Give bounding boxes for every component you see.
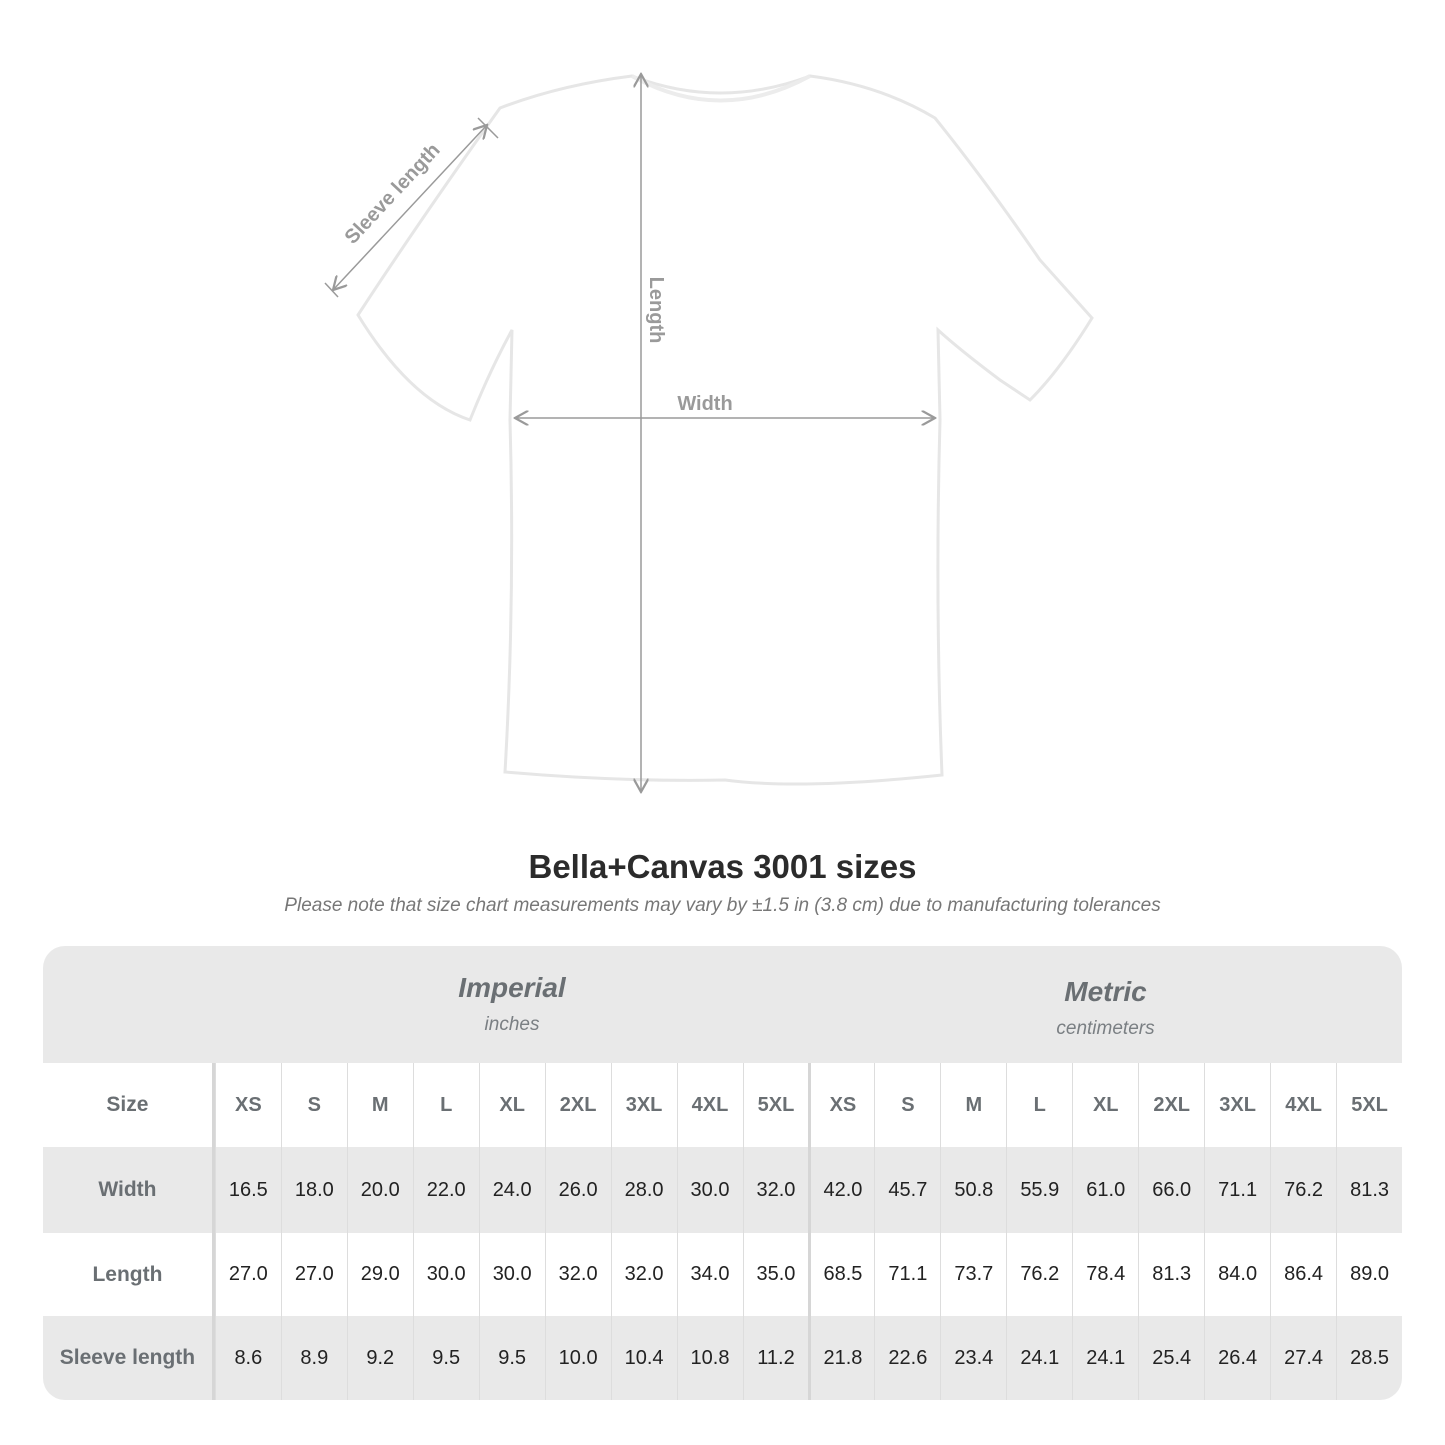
- imperial-value: 30.0: [478, 1233, 545, 1316]
- size-metric-3xl: 3XL: [1204, 1063, 1270, 1147]
- imperial-value: 30.0: [676, 1147, 743, 1233]
- metric-unit: centimeters: [1056, 1018, 1155, 1039]
- size-metric-l: L: [1006, 1063, 1072, 1147]
- size-metric-xs: XS: [808, 1063, 874, 1147]
- imperial-value: 9.2: [346, 1316, 413, 1400]
- metric-value: 68.5: [808, 1233, 874, 1316]
- size-imperial-s: S: [280, 1063, 347, 1147]
- size-metric-5xl: 5XL: [1336, 1063, 1402, 1147]
- size-label: Size: [43, 1063, 215, 1147]
- table-row-length: Length 27.0 27.0 29.0 30.0 30.0 32.0 32.0 34.0 35…: [43, 1233, 1402, 1316]
- imperial-value: 32.0: [742, 1147, 809, 1233]
- size-header-row: Size XS S M L XL 2XL 3XL 4XL 5XL XS S M L XL 2XL 3XL 4XL 5…: [43, 1063, 1402, 1147]
- imperial-value: 28.0: [610, 1147, 677, 1233]
- imperial-heading: Imperial: [458, 972, 566, 1003]
- imperial-value: 32.0: [610, 1233, 677, 1316]
- length-label: Length: [645, 277, 667, 344]
- imperial-value: 9.5: [412, 1316, 479, 1400]
- size-metric-4xl: 4XL: [1270, 1063, 1336, 1147]
- metric-value: 42.0: [808, 1147, 874, 1233]
- metric-value: 76.2: [1270, 1147, 1336, 1233]
- size-metric-xl: XL: [1072, 1063, 1138, 1147]
- imperial-value: 9.5: [478, 1316, 545, 1400]
- imperial-value: 26.0: [544, 1147, 611, 1233]
- metric-value: 86.4: [1270, 1233, 1336, 1316]
- metric-value: 84.0: [1204, 1233, 1270, 1316]
- metric-value: 66.0: [1138, 1147, 1204, 1233]
- metric-value: 89.0: [1336, 1233, 1402, 1316]
- size-imperial-4xl: 4XL: [676, 1063, 743, 1147]
- tolerance-note: Please note that size chart measurements…: [284, 895, 1161, 916]
- metric-value: 45.7: [874, 1147, 940, 1233]
- table-row-width: Width 16.5 18.0 20.0 22.0 24.0 26.0 28.0 30.0 32.…: [43, 1147, 1402, 1233]
- metric-value: 27.4: [1270, 1316, 1336, 1400]
- width-label: Width: [677, 393, 732, 415]
- imperial-value: 20.0: [346, 1147, 413, 1233]
- imperial-value: 27.0: [280, 1233, 347, 1316]
- sleeve-measure-line: [333, 125, 487, 290]
- size-metric-m: M: [940, 1063, 1006, 1147]
- table-row-sleeve-length: Sleeve length 8.6 8.9 9.2 9.5 9.5 10.0 10.4 10.8…: [43, 1316, 1402, 1400]
- metric-header: Metric centimeters: [809, 946, 1402, 1093]
- imperial-value: 32.0: [544, 1233, 611, 1316]
- imperial-unit: inches: [484, 1014, 540, 1035]
- metric-value: 73.7: [940, 1233, 1006, 1316]
- imperial-value: 8.6: [214, 1316, 281, 1400]
- imperial-value: 16.5: [214, 1147, 281, 1233]
- imperial-value: 29.0: [346, 1233, 413, 1316]
- metric-value: 26.4: [1204, 1316, 1270, 1400]
- row-label: Sleeve length: [43, 1316, 215, 1400]
- metric-value: 81.3: [1336, 1147, 1402, 1233]
- size-imperial-xs: XS: [214, 1063, 281, 1147]
- imperial-value: 8.9: [280, 1316, 347, 1400]
- metric-value: 78.4: [1072, 1233, 1138, 1316]
- metric-value: 81.3: [1138, 1233, 1204, 1316]
- tshirt-diagram: Sleeve length Length Width: [324, 0, 1094, 820]
- imperial-value: 10.0: [544, 1316, 611, 1400]
- metric-value: 76.2: [1006, 1233, 1072, 1316]
- row-label: Length: [43, 1233, 215, 1316]
- metric-value: 61.0: [1072, 1147, 1138, 1233]
- imperial-value: 27.0: [214, 1233, 281, 1316]
- imperial-value: 10.4: [610, 1316, 677, 1400]
- imperial-value: 22.0: [412, 1147, 479, 1233]
- size-imperial-m: M: [346, 1063, 413, 1147]
- imperial-header: Imperial inches: [215, 946, 809, 1089]
- imperial-value: 34.0: [676, 1233, 743, 1316]
- chart-title: Bella+Canvas 3001 sizes: [528, 848, 917, 885]
- metric-heading: Metric: [1064, 976, 1147, 1007]
- imperial-value: 24.0: [478, 1147, 545, 1233]
- metric-value: 28.5: [1336, 1316, 1402, 1400]
- metric-value: 55.9: [1006, 1147, 1072, 1233]
- metric-value: 25.4: [1138, 1316, 1204, 1400]
- metric-value: 22.6: [874, 1316, 940, 1400]
- metric-value: 50.8: [940, 1147, 1006, 1233]
- metric-value: 24.1: [1072, 1316, 1138, 1400]
- tshirt-shape: [356, 74, 1094, 786]
- size-imperial-xl: XL: [478, 1063, 545, 1147]
- row-label: Width: [43, 1147, 215, 1233]
- imperial-value: 10.8: [676, 1316, 743, 1400]
- size-imperial-3xl: 3XL: [610, 1063, 677, 1147]
- size-metric-s: S: [874, 1063, 940, 1147]
- size-imperial-l: L: [412, 1063, 479, 1147]
- size-imperial-2xl: 2XL: [544, 1063, 611, 1147]
- imperial-value: 11.2: [742, 1316, 809, 1400]
- metric-value: 21.8: [808, 1316, 874, 1400]
- imperial-value: 30.0: [412, 1233, 479, 1316]
- metric-value: 71.1: [1204, 1147, 1270, 1233]
- size-table: Imperial inches Metric centimeters Size X…: [43, 946, 1402, 1400]
- imperial-value: 18.0: [280, 1147, 347, 1233]
- metric-value: 71.1: [874, 1233, 940, 1316]
- size-imperial-5xl: 5XL: [742, 1063, 809, 1147]
- size-metric-2xl: 2XL: [1138, 1063, 1204, 1147]
- metric-value: 24.1: [1006, 1316, 1072, 1400]
- imperial-value: 35.0: [742, 1233, 809, 1316]
- metric-value: 23.4: [940, 1316, 1006, 1400]
